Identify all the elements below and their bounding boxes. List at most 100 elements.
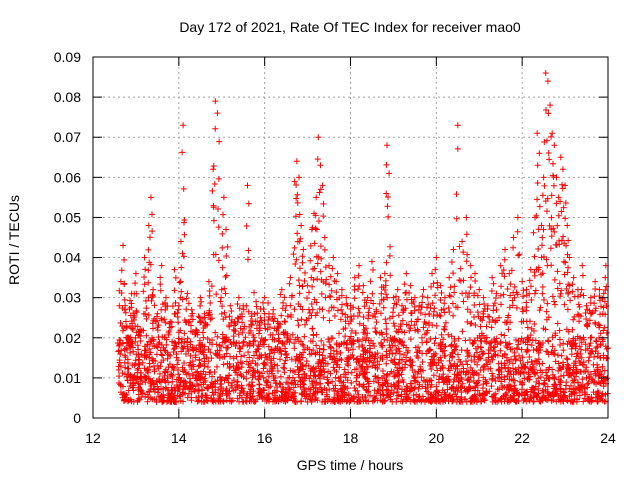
scatter-point	[188, 397, 195, 404]
scatter-point	[465, 383, 472, 390]
data-point-trail	[273, 327, 280, 334]
scatter-point	[490, 344, 497, 351]
scatter-point	[363, 387, 370, 394]
scatter-point	[593, 338, 600, 345]
scatter-point	[158, 351, 165, 358]
scatter-point	[566, 393, 573, 400]
scatter-point	[524, 347, 531, 354]
data-point-trail	[457, 277, 464, 284]
data-point-trail	[189, 310, 196, 317]
data-point-trail	[539, 234, 546, 241]
scatter-point	[242, 334, 249, 341]
data-point-trail	[129, 325, 136, 332]
scatter-point	[519, 365, 526, 372]
scatter-point	[545, 366, 552, 373]
data-point-trail	[567, 297, 574, 304]
scatter-point	[475, 371, 482, 378]
scatter-point	[175, 335, 182, 342]
data-point-trail	[539, 192, 546, 199]
data-point	[214, 110, 221, 117]
scatter-point	[265, 299, 272, 306]
scatter-point	[530, 398, 537, 405]
data-point-trail	[395, 312, 402, 319]
scatter-point	[515, 341, 522, 348]
scatter-point	[480, 364, 487, 371]
data-point-trail	[311, 240, 318, 247]
data-point-trail	[296, 211, 303, 218]
data-point-trail	[398, 328, 405, 335]
scatter-point	[337, 398, 344, 405]
scatter-point	[198, 398, 205, 405]
scatter-point	[169, 364, 176, 371]
data-point-trail	[297, 265, 304, 272]
scatter-point	[603, 345, 610, 352]
data-point-trail	[464, 293, 471, 300]
scatter-point	[579, 361, 586, 368]
scatter-point	[165, 379, 172, 386]
scatter-point	[501, 398, 508, 405]
scatter-point	[598, 395, 605, 402]
scatter-point	[205, 384, 212, 391]
scatter-point	[250, 289, 257, 296]
data-point-trail	[295, 277, 302, 284]
scatter-point	[124, 356, 131, 363]
data-point-trail	[491, 300, 498, 307]
data-point-trail	[468, 320, 475, 327]
data-point-trail	[235, 315, 242, 322]
scatter-point	[354, 372, 361, 379]
data-point-trail	[571, 313, 578, 320]
data-point-trail	[580, 292, 587, 299]
data-point-trail	[550, 225, 557, 232]
data-point-trail	[389, 313, 396, 320]
scatter-point	[134, 366, 141, 373]
scatter-point	[552, 358, 559, 365]
scatter-point	[282, 345, 289, 352]
data-point-trail	[385, 213, 392, 220]
scatter-point	[489, 375, 496, 382]
scatter-point	[526, 376, 533, 383]
scatter-point	[564, 356, 571, 363]
data-point-trail	[548, 233, 555, 240]
scatter-point	[527, 332, 534, 339]
data-point-trail	[592, 305, 599, 312]
data-point-trail	[429, 300, 436, 307]
scatter-point	[295, 371, 302, 378]
scatter-point	[149, 355, 156, 362]
scatter-point	[408, 380, 415, 387]
scatter-point	[521, 389, 528, 396]
y-tick-label: 0.01	[54, 370, 81, 386]
scatter-point	[199, 329, 206, 336]
data-point-trail	[577, 313, 584, 320]
data-point-trail	[323, 276, 330, 283]
scatter-point	[427, 336, 434, 343]
scatter-point	[173, 398, 180, 405]
scatter-point	[215, 351, 222, 358]
scatter-point	[505, 396, 512, 403]
scatter-point	[359, 336, 366, 343]
scatter-point	[375, 379, 382, 386]
data-point	[177, 238, 184, 245]
data-point-trail	[157, 287, 164, 294]
scatter-point	[471, 358, 478, 365]
scatter-point	[323, 391, 330, 398]
data-point-trail	[564, 306, 571, 313]
scatter-point	[437, 354, 444, 361]
scatter-point	[295, 338, 302, 345]
data-point	[218, 286, 225, 293]
scatter-point	[239, 360, 246, 367]
data-point-trail	[175, 319, 182, 326]
scatter-point	[489, 398, 496, 405]
scatter-point	[353, 378, 360, 385]
x-tick-label: 24	[600, 430, 616, 446]
scatter-point	[149, 334, 156, 341]
data-point-trail	[318, 290, 325, 297]
scatter-point	[472, 345, 479, 352]
scatter-point	[224, 360, 231, 367]
data-point-trail	[534, 180, 541, 187]
data-point-trail	[338, 292, 345, 299]
scatter-point	[446, 367, 453, 374]
data-point-trail	[197, 302, 204, 309]
data-point-trail	[133, 309, 140, 316]
data-point-trail	[477, 323, 484, 330]
data-point-trail	[299, 306, 306, 313]
